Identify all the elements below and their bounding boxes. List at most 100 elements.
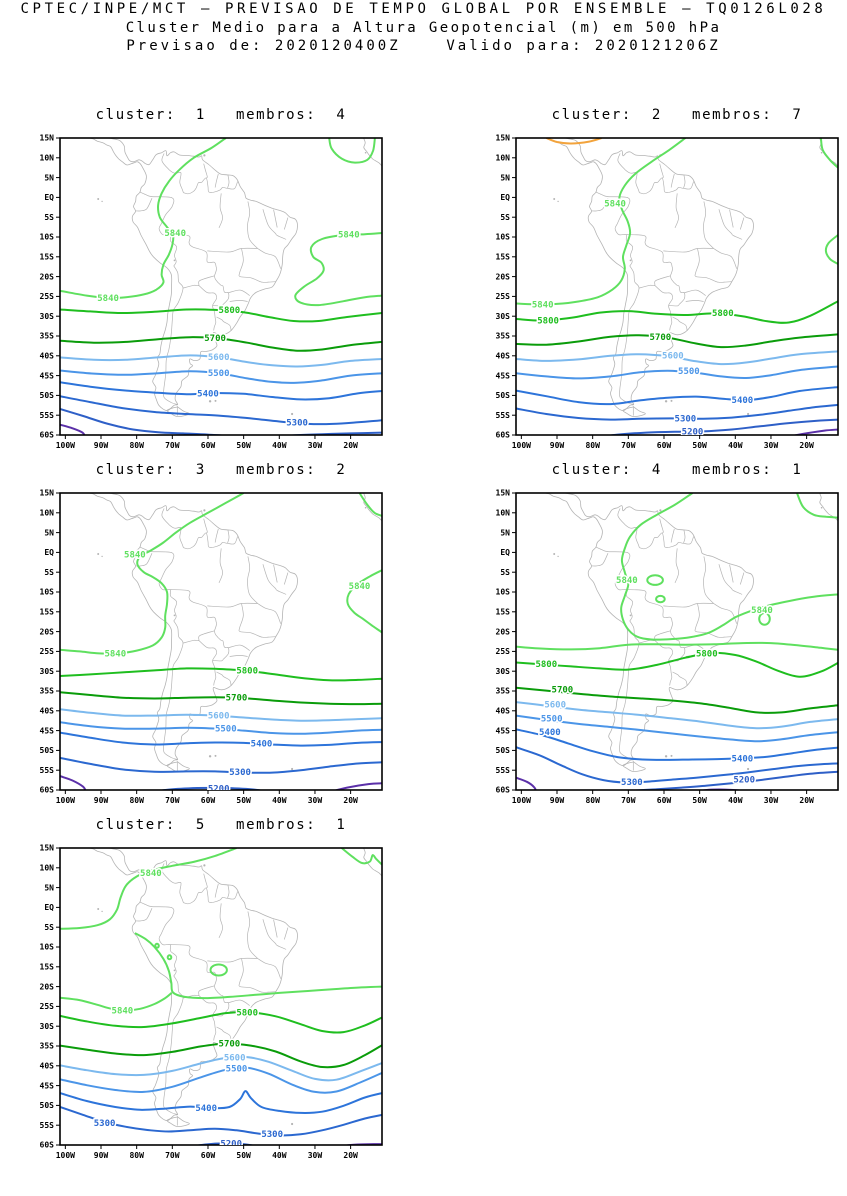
figure-root: { "header": { "line1": "CPTEC/INPE/MCT –… — [20, 1, 839, 1160]
contour-label-5400: 5400 — [539, 728, 561, 738]
lat-tick-label: 35S — [496, 687, 511, 696]
lat-tick-label: EQ — [500, 193, 510, 202]
lon-tick-label: 30W — [308, 441, 323, 450]
country-border — [212, 275, 230, 307]
contour-label-5840: 5840 — [338, 231, 360, 241]
contour-label-5600: 5600 — [662, 351, 684, 361]
country-border — [228, 999, 250, 1006]
lat-tick-label: 30S — [496, 312, 511, 321]
island — [203, 864, 206, 867]
contour-5700 — [516, 686, 838, 714]
island — [97, 908, 100, 910]
lat-tick-label: 25S — [496, 292, 511, 301]
contour-label-5840: 5840 — [104, 649, 126, 659]
lat-tick-label: 60S — [40, 431, 55, 440]
lat-tick-label: 55S — [40, 1121, 55, 1130]
lon-tick-label: 90W — [94, 796, 109, 805]
country-border — [672, 316, 688, 332]
coastline — [89, 138, 298, 412]
lat-tick-label: 50S — [40, 391, 55, 400]
lat-tick-label: 55S — [40, 766, 55, 775]
lat-tick-label: 10N — [40, 864, 55, 873]
lon-tick-label: 100W — [512, 796, 531, 805]
country-border — [283, 572, 289, 585]
contour-5600 — [516, 350, 838, 366]
country-border — [257, 603, 282, 624]
contour-label-5200: 5200 — [208, 784, 230, 794]
contour-label-5840: 5840 — [124, 550, 146, 560]
tierra-del-fuego-coast — [622, 406, 646, 417]
contour-loop-5840 — [154, 942, 160, 949]
country-border — [273, 209, 278, 228]
country-border — [617, 153, 640, 193]
country-border — [183, 887, 238, 905]
island — [629, 614, 632, 617]
contour-label-5500: 5500 — [226, 1065, 248, 1075]
south-america-basemap — [545, 493, 838, 772]
contour-label-5800: 5800 — [712, 309, 734, 319]
contour-5500 — [60, 369, 382, 384]
country-border — [218, 193, 223, 229]
lon-tick-label: 50W — [236, 441, 251, 450]
axes: 15N 10N 5N EQ 5S 10S 15S 20S 25S 30S 35S 40S 45S 50S 5… — [496, 489, 814, 805]
contour-5500 — [516, 365, 838, 380]
contour-5600 — [60, 354, 382, 368]
country-border — [247, 201, 258, 249]
lat-tick-label: 15S — [40, 963, 55, 972]
island — [670, 754, 673, 757]
contour-label-5400: 5400 — [732, 396, 754, 406]
title-line-3: Previsao de: 2020120400Z Valido para: 20… — [126, 38, 721, 54]
lat-tick-label: 40S — [496, 352, 511, 361]
country-border — [161, 153, 184, 193]
contour-label-5500: 5500 — [678, 367, 700, 377]
country-border — [672, 671, 688, 687]
contour-5500 — [516, 714, 838, 743]
country-border — [654, 285, 673, 331]
lon-tick-label: 70W — [165, 1151, 180, 1160]
contour-label-5300: 5300 — [94, 1119, 116, 1129]
lat-tick-label: 10N — [40, 154, 55, 163]
lon-tick-label: 30W — [308, 796, 323, 805]
contour-5400 — [60, 1090, 382, 1114]
country-border — [619, 620, 640, 760]
lat-tick-label: 25S — [496, 647, 511, 656]
lat-tick-label: 40S — [40, 1062, 55, 1071]
lat-tick-label: 10S — [40, 588, 55, 597]
island — [553, 553, 556, 555]
contour-5840 — [516, 641, 838, 651]
island — [203, 509, 206, 512]
contour-5600 — [60, 708, 382, 722]
contour-5840 — [134, 932, 382, 1000]
country-border — [639, 177, 694, 195]
country-border — [163, 620, 184, 760]
coastline — [89, 493, 298, 767]
country-border — [228, 644, 250, 651]
island — [553, 198, 556, 200]
axes: 15N 10N 5N EQ 5S 10S 15S 20S 25S 30S 35S 40S 45S 50S 5… — [40, 489, 358, 805]
cluster-3-panel: cluster: 3 membros: 2 15N 10N 5N EQ 5S 10S 15S 2… — [30, 462, 390, 841]
axes: 15N 10N 5N EQ 5S 10S 15S 20S 25S 30S 35S 40S 45S 50S 5… — [40, 134, 358, 450]
south-america-basemap — [89, 138, 382, 417]
contour-5200 — [60, 407, 231, 435]
lat-tick-label: 10S — [496, 588, 511, 597]
contour-label-5600: 5600 — [224, 1054, 246, 1064]
contour-5840 — [60, 493, 245, 655]
lat-tick-label: 55S — [496, 766, 511, 775]
contour-5600 — [60, 1055, 382, 1082]
contour-5500 — [60, 1066, 382, 1094]
lat-tick-label: 30S — [40, 667, 55, 676]
cluster-1-map: 15N 10N 5N EQ 5S 10S 15S 20S 25S 30S 35S 40S 45S 50S 5… — [40, 134, 383, 450]
contour-loop-5840 — [646, 574, 664, 586]
country-border — [619, 265, 640, 405]
lon-tick-label: 20W — [343, 1151, 358, 1160]
contour-label-5300: 5300 — [261, 1130, 283, 1140]
contour-5840 — [819, 138, 838, 169]
lat-tick-label: 15N — [40, 844, 55, 853]
lat-tick-label: 10S — [40, 943, 55, 952]
country-border — [638, 275, 671, 289]
lat-tick-label: 45S — [40, 371, 55, 380]
contour-label-5400: 5400 — [732, 754, 754, 764]
contour-5840 — [796, 493, 838, 519]
country-border — [591, 553, 609, 567]
